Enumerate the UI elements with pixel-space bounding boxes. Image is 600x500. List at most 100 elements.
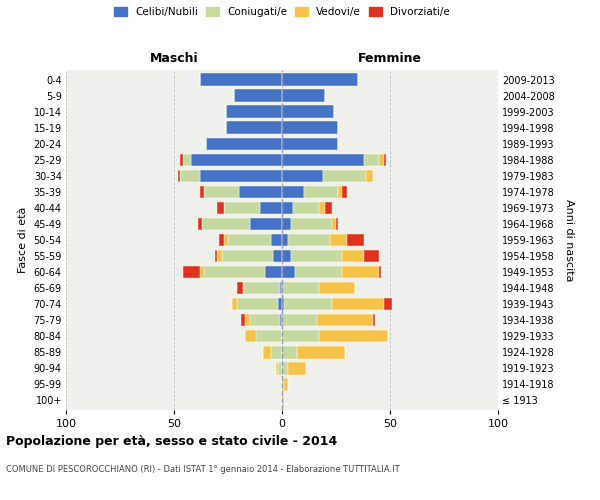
Bar — [282, 282, 319, 294]
Bar — [297, 346, 344, 358]
Bar — [271, 346, 282, 358]
Bar — [332, 218, 336, 230]
Bar — [289, 234, 329, 246]
Bar — [200, 186, 204, 198]
Bar — [364, 250, 379, 262]
Bar — [364, 154, 379, 166]
Bar — [245, 314, 250, 326]
Bar — [274, 250, 282, 262]
Bar — [204, 186, 239, 198]
Bar — [282, 362, 289, 374]
Bar — [260, 202, 282, 214]
Bar — [221, 250, 274, 262]
Bar — [332, 298, 383, 310]
Bar — [282, 106, 334, 118]
Bar — [282, 218, 290, 230]
Bar — [293, 202, 319, 214]
Bar — [243, 282, 280, 294]
Bar — [284, 298, 332, 310]
Y-axis label: Anni di nascita: Anni di nascita — [565, 198, 574, 281]
Bar — [224, 234, 228, 246]
Bar — [338, 186, 343, 198]
Bar — [182, 154, 191, 166]
Bar — [282, 138, 338, 150]
Bar — [217, 202, 224, 214]
Bar — [343, 250, 364, 262]
Text: Maschi: Maschi — [149, 52, 199, 65]
Bar — [245, 330, 256, 342]
Bar — [200, 170, 282, 182]
Bar — [220, 234, 224, 246]
Bar — [336, 218, 338, 230]
Bar — [343, 266, 379, 278]
Bar — [282, 186, 304, 198]
Bar — [343, 186, 347, 198]
Bar — [282, 266, 295, 278]
Bar — [263, 346, 271, 358]
Bar — [329, 234, 347, 246]
Bar — [325, 202, 332, 214]
Bar — [284, 378, 289, 390]
Bar — [282, 394, 284, 406]
Bar — [280, 314, 282, 326]
Bar — [265, 266, 282, 278]
Bar — [379, 266, 382, 278]
Bar — [191, 154, 282, 166]
Bar — [278, 298, 282, 310]
Bar — [282, 314, 317, 326]
Bar — [200, 74, 282, 86]
Bar — [379, 154, 383, 166]
Bar — [289, 362, 306, 374]
Bar — [235, 90, 282, 102]
Bar — [280, 282, 282, 294]
Bar — [319, 202, 325, 214]
Bar — [275, 362, 278, 374]
Bar — [181, 154, 182, 166]
Text: COMUNE DI PESCOROCCHIANO (RI) - Dati ISTAT 1° gennaio 2014 - Elaborazione TUTTIT: COMUNE DI PESCOROCCHIANO (RI) - Dati IST… — [6, 465, 400, 474]
Bar — [323, 170, 366, 182]
Bar — [282, 202, 293, 214]
Bar — [182, 266, 200, 278]
Bar — [282, 250, 290, 262]
Bar — [282, 378, 284, 390]
Bar — [282, 122, 338, 134]
Bar — [282, 298, 284, 310]
Bar — [319, 282, 355, 294]
Bar — [317, 314, 373, 326]
Bar — [226, 122, 282, 134]
Bar — [271, 234, 282, 246]
Bar — [295, 266, 343, 278]
Bar — [241, 314, 245, 326]
Bar — [217, 250, 221, 262]
Bar — [282, 154, 364, 166]
Bar — [373, 314, 375, 326]
Bar — [319, 330, 388, 342]
Bar — [366, 170, 373, 182]
Bar — [224, 202, 260, 214]
Bar — [282, 330, 319, 342]
Y-axis label: Fasce di età: Fasce di età — [18, 207, 28, 273]
Bar — [278, 362, 282, 374]
Bar — [250, 314, 280, 326]
Bar — [282, 346, 297, 358]
Legend: Celibi/Nubili, Coniugati/e, Vedovi/e, Divorziati/e: Celibi/Nubili, Coniugati/e, Vedovi/e, Di… — [114, 7, 450, 17]
Bar — [239, 186, 282, 198]
Text: Popolazione per età, sesso e stato civile - 2014: Popolazione per età, sesso e stato civil… — [6, 435, 337, 448]
Bar — [304, 186, 338, 198]
Bar — [256, 330, 282, 342]
Bar — [250, 218, 282, 230]
Bar — [226, 106, 282, 118]
Bar — [383, 298, 392, 310]
Bar — [215, 250, 217, 262]
Bar — [282, 90, 325, 102]
Bar — [232, 298, 236, 310]
Text: Femmine: Femmine — [358, 52, 422, 65]
Bar — [181, 170, 200, 182]
Bar — [236, 298, 278, 310]
Bar — [178, 170, 181, 182]
Bar — [383, 154, 386, 166]
Bar — [202, 218, 250, 230]
Bar — [236, 282, 243, 294]
Bar — [347, 234, 364, 246]
Bar — [282, 74, 358, 86]
